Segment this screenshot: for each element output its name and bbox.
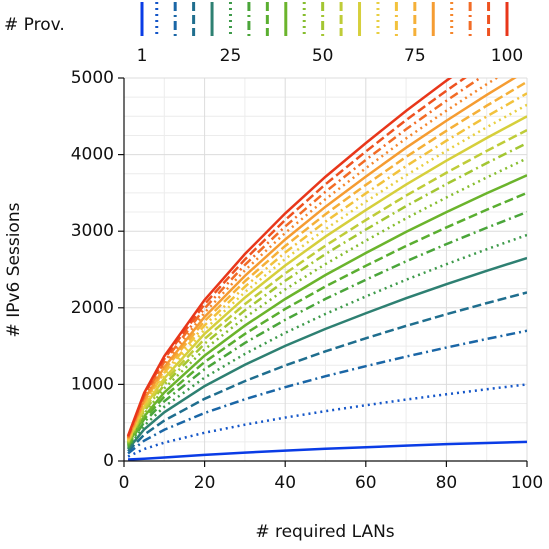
series-line: [126, 78, 517, 439]
series-line: [126, 78, 483, 438]
legend-tick-label: 50: [312, 46, 334, 66]
legend-tick-label: 25: [220, 46, 242, 66]
series-line: [127, 440, 527, 461]
series-line: [126, 141, 527, 444]
series-line: [126, 191, 527, 447]
x-tick-label: 100: [511, 473, 543, 493]
series-line: [126, 128, 527, 443]
series-line: [127, 256, 527, 451]
x-tick-label: 20: [194, 473, 216, 493]
series-line: [126, 103, 527, 441]
series-line: [126, 174, 527, 446]
series-line: [126, 157, 527, 445]
series-line: [127, 291, 527, 453]
y-tick-label: 0: [103, 451, 114, 471]
x-tick-label: 40: [274, 473, 296, 493]
y-axis-label: # IPv6 Sessions: [4, 202, 24, 337]
x-tick-label: 80: [436, 473, 458, 493]
y-tick-label: 1000: [71, 374, 114, 394]
legend-title: # Prov.: [4, 15, 65, 35]
legend-tick-label: 1: [137, 46, 148, 66]
series-line: [126, 92, 527, 441]
series-line: [127, 233, 527, 449]
x-tick-label: 0: [119, 473, 130, 493]
legend-tick-label: 100: [491, 46, 523, 66]
y-tick-label: 4000: [71, 145, 114, 165]
x-tick-label: 60: [355, 473, 377, 493]
y-tick-label: 5000: [71, 68, 114, 88]
series-line: [127, 329, 527, 455]
legend-tick-label: 75: [404, 46, 426, 66]
plot-lines: [126, 78, 527, 461]
series-line: [126, 115, 527, 442]
y-tick-label: 2000: [71, 298, 114, 318]
y-tick-label: 3000: [71, 221, 114, 241]
series-line: [126, 78, 453, 437]
series-line: [127, 383, 527, 458]
x-axis-label: # required LANs: [255, 522, 394, 542]
series-line: [126, 80, 527, 440]
